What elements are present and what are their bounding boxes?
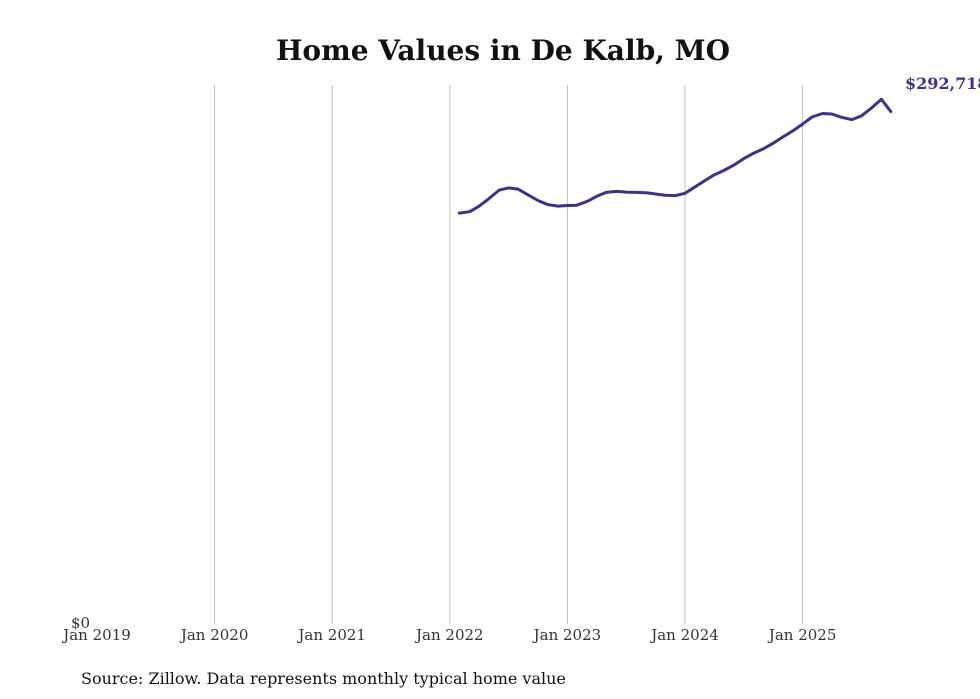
x-tick-jan-2024: Jan 2024 <box>649 626 719 644</box>
x-tick-jan-2022: Jan 2022 <box>414 626 484 644</box>
chart-title: Home Values in De Kalb, MO <box>276 34 730 67</box>
x-tick-jan-2019: Jan 2019 <box>61 626 131 644</box>
gridlines <box>214 85 804 624</box>
series-line-home-value <box>457 97 893 215</box>
x-axis-ticks: Jan 2019 Jan 2020 Jan 2021 Jan 2022 Jan 2023… <box>61 626 836 644</box>
x-tick-jan-2023: Jan 2023 <box>532 626 602 644</box>
x-tick-jan-2025: Jan 2025 <box>767 626 837 644</box>
y-tick-zero: $0 <box>71 614 90 632</box>
x-tick-jan-2020: Jan 2020 <box>179 626 249 644</box>
source-note: Source: Zillow. Data represents monthly … <box>81 669 566 688</box>
end-value-label: $292,718 <box>905 74 980 93</box>
x-tick-jan-2021: Jan 2021 <box>296 626 366 644</box>
